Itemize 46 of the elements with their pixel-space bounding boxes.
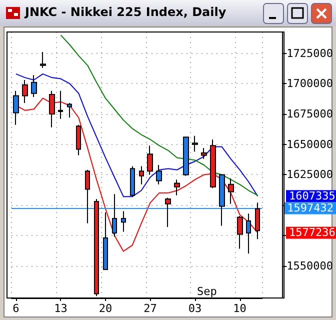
x-tick-label: 03: [188, 302, 202, 315]
x-tick-label: 10: [233, 302, 246, 315]
x-tick-label: 20: [98, 302, 112, 315]
x-tick-label: 27: [144, 302, 157, 315]
candlestick: [183, 136, 189, 176]
text: 1607335: [289, 190, 336, 203]
candlestick: [228, 178, 234, 204]
annotation: Sep: [197, 285, 217, 298]
y-tick-label: 1700000: [286, 77, 333, 90]
candlestick: [121, 210, 126, 232]
candlestick: [237, 216, 243, 250]
candlestick: [13, 90, 19, 126]
candlestick: [165, 197, 171, 228]
candlestick: [147, 145, 153, 176]
x-tick-label: 6: [12, 302, 20, 315]
candlestick: [31, 74, 37, 98]
candlestick: [76, 124, 81, 156]
candlestick: [103, 212, 108, 270]
ref-line-label: 1597432: [287, 202, 334, 215]
candlestick: [112, 194, 117, 238]
y-tick-label: 1675000: [286, 107, 333, 120]
candlestick: [85, 169, 90, 224]
y-tick-label: 1725000: [286, 46, 333, 60]
candlestick: [156, 164, 162, 185]
candlestick: [210, 138, 216, 189]
x-tick-label: 13: [54, 302, 68, 315]
candlestick: [174, 179, 180, 196]
candlestick: [130, 166, 135, 198]
candlestick: [67, 102, 72, 118]
candlestick: [219, 174, 225, 226]
y-tick-label: 1650000: [286, 138, 333, 151]
y-tick-label: 1625000: [286, 168, 333, 182]
line-series: [15, 73, 258, 198]
y-tick-label: 1550000: [286, 259, 333, 272]
candlestick: [58, 90, 63, 120]
candlestick: [246, 213, 251, 254]
chart-title: JNKC - Nikkei 225 Index, Daily: [25, 5, 226, 19]
line-series: [60, 34, 258, 196]
candlestick: [139, 166, 144, 185]
candlestick: [201, 147, 207, 160]
text: 1577236: [289, 226, 336, 240]
candlestick: [40, 52, 46, 68]
candlestick: [22, 79, 28, 104]
candlestick: [192, 135, 198, 152]
candlestick: [255, 202, 260, 240]
candlestick: [49, 90, 55, 128]
